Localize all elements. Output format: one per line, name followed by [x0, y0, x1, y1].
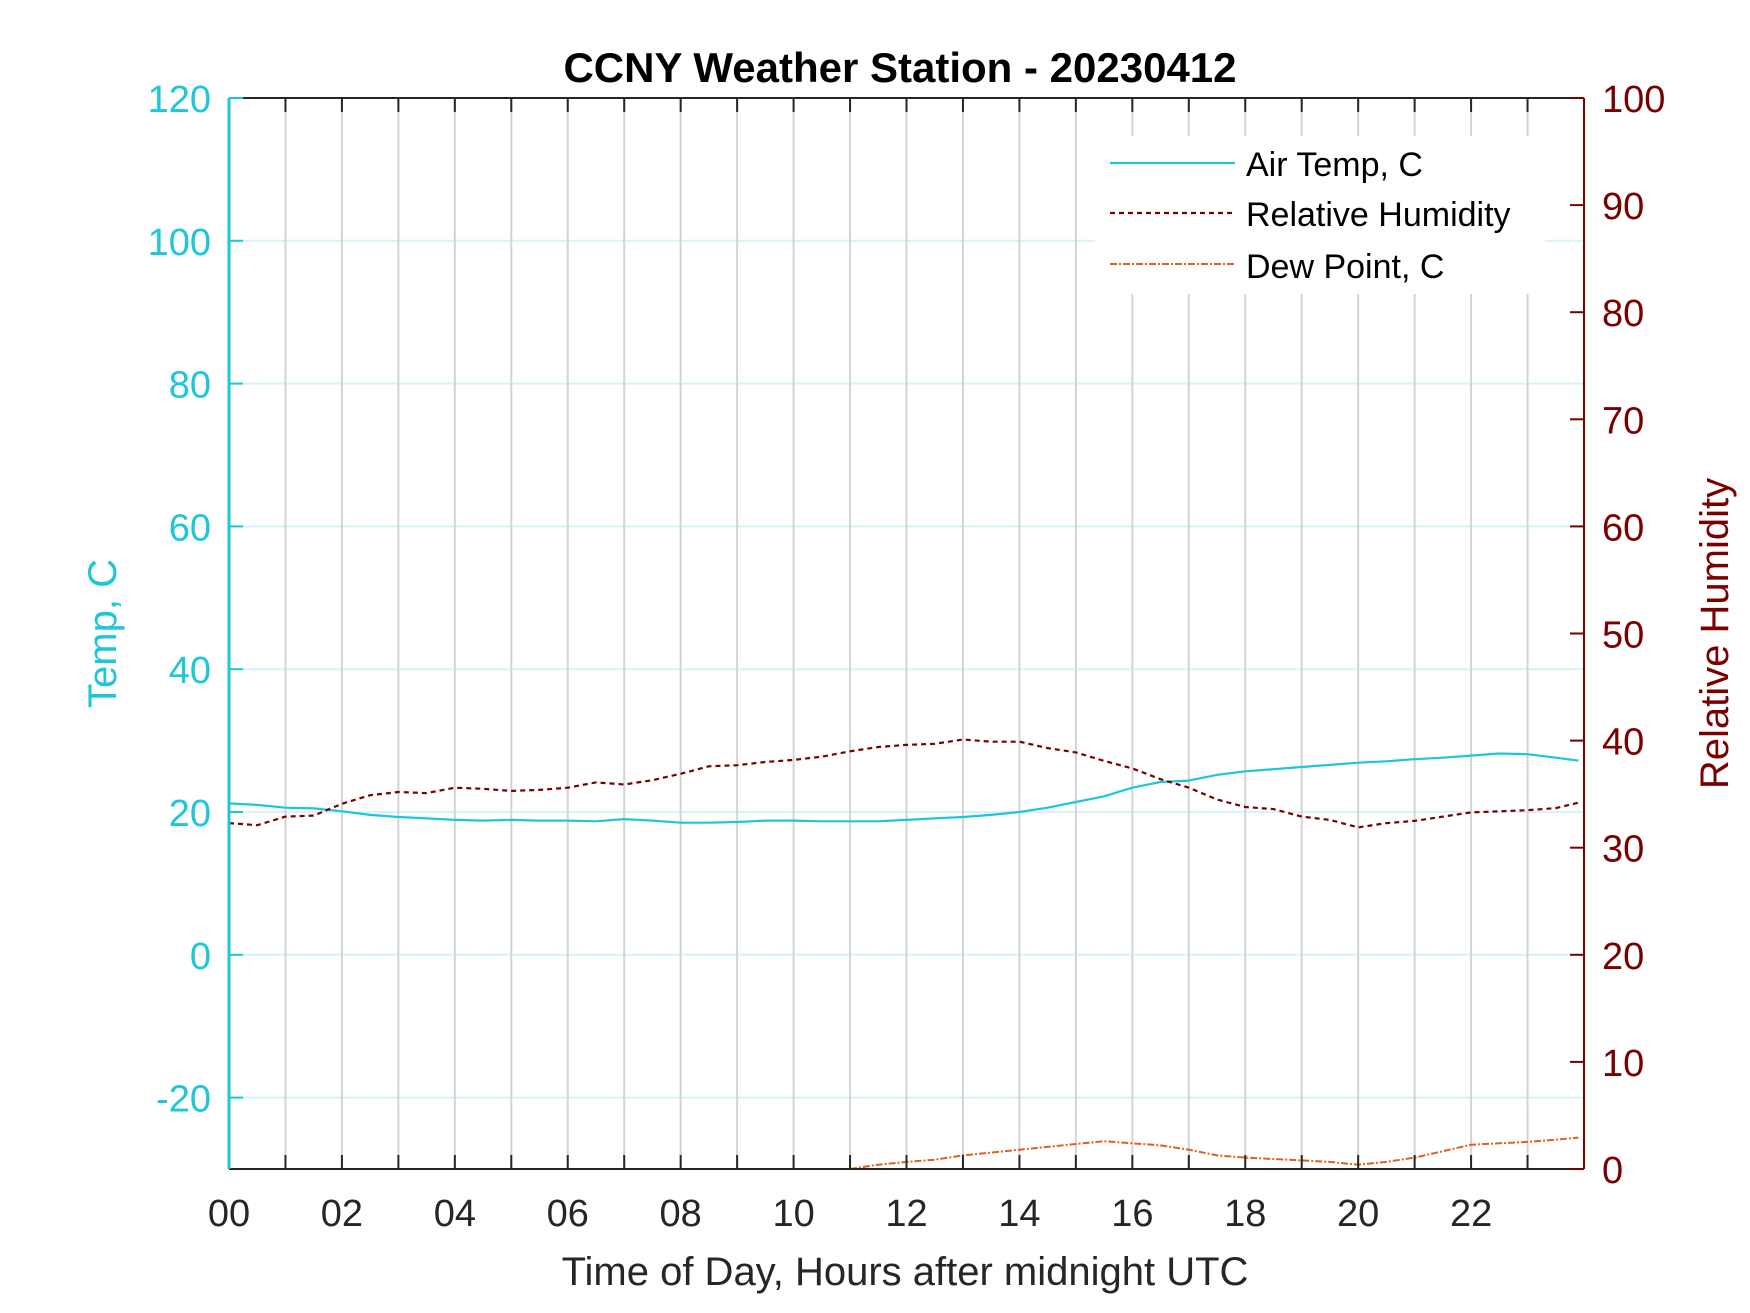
y-axis-label-right: Relative Humidity — [1693, 478, 1737, 789]
x-tick-label: 08 — [660, 1193, 702, 1235]
x-tick-label: 14 — [998, 1193, 1040, 1235]
y-right-tick-label: 60 — [1602, 507, 1644, 549]
y-right-tick-label: 30 — [1602, 829, 1644, 871]
x-tick-label: 12 — [885, 1193, 927, 1235]
x-tick-label: 04 — [434, 1193, 476, 1235]
x-tick-label: 22 — [1450, 1193, 1492, 1235]
y-right-tick-label: 50 — [1602, 615, 1644, 657]
y-right-tick-label: 100 — [1602, 79, 1665, 121]
y-right-tick-label: 90 — [1602, 186, 1644, 228]
x-tick-label: 18 — [1224, 1193, 1266, 1235]
legend-label-air-temp: Air Temp, C — [1246, 146, 1423, 184]
y-right-tick-label: 20 — [1602, 936, 1644, 978]
legend: Air Temp, C Relative Humidity Dew Point,… — [1095, 136, 1545, 294]
y-left-tick-label: 80 — [169, 365, 211, 407]
x-tick-label: 16 — [1111, 1193, 1153, 1235]
x-tick-label: 06 — [547, 1193, 589, 1235]
x-tick-label: 02 — [321, 1193, 363, 1235]
y-left-tick-label: 0 — [190, 936, 211, 978]
chart-title: CCNY Weather Station - 20230412 — [563, 44, 1236, 91]
x-tick-label: 20 — [1337, 1193, 1379, 1235]
y-left-tick-label: 40 — [169, 650, 211, 692]
x-axis-label: Time of Day, Hours after midnight UTC — [562, 1250, 1249, 1294]
y-left-tick-label: 60 — [169, 507, 211, 549]
y-left-tick-label: 120 — [148, 79, 211, 121]
y-axis-label-left: Temp, C — [81, 559, 125, 708]
series-lines — [228, 738, 1579, 1170]
y-right-tick-label: 10 — [1602, 1043, 1644, 1085]
y-left-tick-label: -20 — [156, 1079, 211, 1121]
series-line-relative-humidity — [228, 738, 1579, 829]
axes: 00 02 04 06 08 10 12 14 16 18 20 22-200204060801001… — [148, 79, 1666, 1235]
y-right-tick-label: 0 — [1602, 1150, 1623, 1192]
y-left-tick-label: 20 — [169, 793, 211, 835]
x-tick-label: 00 — [208, 1193, 250, 1235]
y-right-tick-label: 80 — [1602, 293, 1644, 335]
legend-label-relative-humidity: Relative Humidity — [1246, 196, 1511, 234]
series-line-air-temp-c — [228, 752, 1579, 824]
x-tick-label: 10 — [772, 1193, 814, 1235]
y-right-tick-label: 40 — [1602, 722, 1644, 764]
y-left-tick-label: 100 — [148, 222, 211, 264]
legend-label-dew-point: Dew Point, C — [1246, 248, 1444, 286]
y-right-tick-label: 70 — [1602, 400, 1644, 442]
series-line-dew-point-c — [849, 1136, 1579, 1170]
